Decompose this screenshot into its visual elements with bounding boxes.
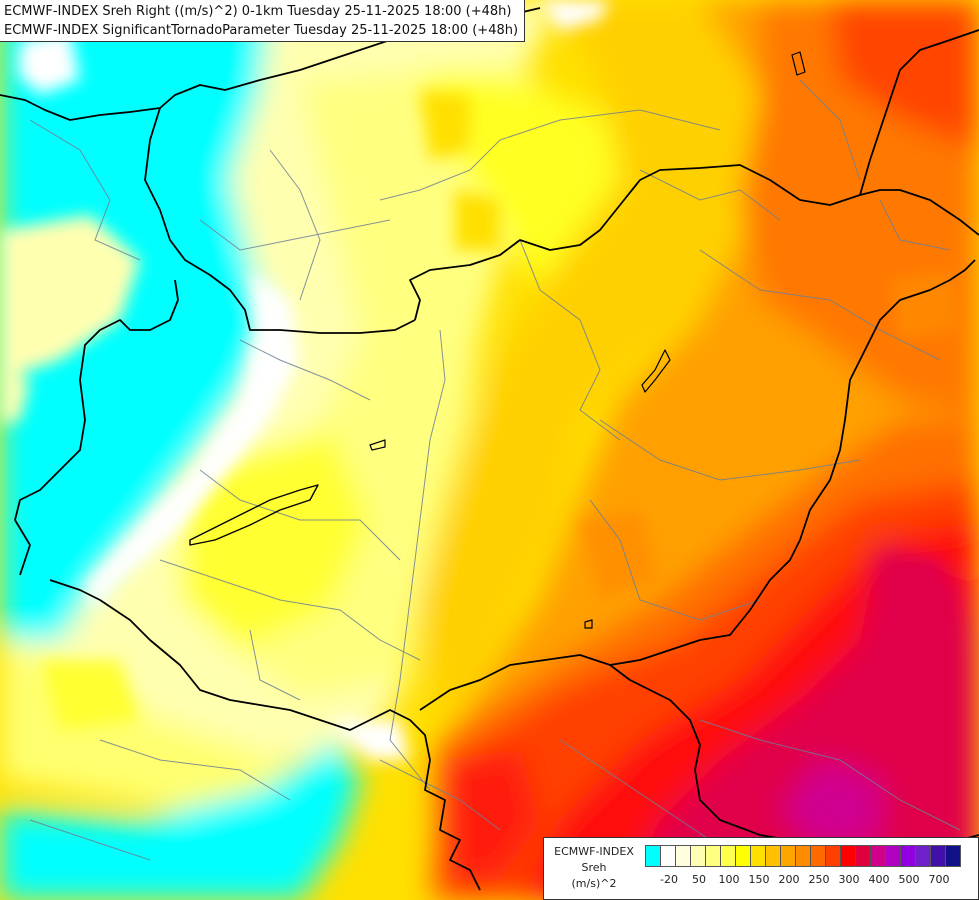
lake-outline-2 (369, 439, 386, 451)
lake-outline-5 (584, 619, 593, 629)
legend-swatch (870, 845, 886, 867)
legend-swatch (660, 845, 676, 867)
field-orange-spot-2 (890, 270, 960, 340)
legend-swatch (840, 845, 856, 867)
border-west-1 (144, 107, 416, 334)
field-white-nw (18, 30, 80, 95)
field-paleyellow-left (0, 215, 140, 380)
field-white-top (540, 0, 610, 30)
field-pale-left-lower (0, 370, 30, 425)
border-east (409, 164, 979, 321)
legend-tick-label: 100 (718, 873, 740, 886)
color-legend: ECMWF-INDEX Sreh (m/s)^2 -20 50 100 150 200 2… (543, 837, 979, 900)
field-crimson-spot (880, 560, 950, 630)
border-south-2 (609, 259, 976, 666)
field-magenta (780, 760, 880, 850)
legend-swatch (675, 845, 691, 867)
legend-swatch (945, 845, 961, 867)
field-cyan-nw (0, 0, 270, 640)
legend-swatch (825, 845, 841, 867)
field-yellow-west (180, 430, 370, 650)
legend-swatches (645, 845, 961, 867)
legend-tick-label: 300 (838, 873, 860, 886)
legend-swatch (705, 845, 721, 867)
field-yellow-hot-2 (455, 190, 500, 250)
legend-tick-label: 500 (898, 873, 920, 886)
legend-swatch (930, 845, 946, 867)
legend-tick-label: 400 (868, 873, 890, 886)
legend-swatch (765, 845, 781, 867)
legend-tick-label: 150 (748, 873, 770, 886)
legend-tick-label: 250 (808, 873, 830, 886)
legend-swatch (885, 845, 901, 867)
legend-swatch (900, 845, 916, 867)
border-sw (49, 579, 481, 891)
field-red-sw (440, 750, 540, 880)
legend-swatch (645, 845, 661, 867)
legend-tick-label: 50 (692, 873, 706, 886)
field-cyan-sw (0, 740, 360, 900)
legend-ticks: -20 50 100 150 200 250 300 400 500 700 (645, 872, 975, 888)
legend-unit: (m/s)^2 (571, 877, 617, 890)
legend-tick-label: 200 (778, 873, 800, 886)
lake-outline-4 (791, 51, 806, 76)
legend-swatch (795, 845, 811, 867)
legend-swatch (855, 845, 871, 867)
legend-swatch (735, 845, 751, 867)
field-red-orange (830, 0, 979, 150)
lake-outline-3 (641, 349, 671, 393)
legend-swatch (810, 845, 826, 867)
legend-swatch (780, 845, 796, 867)
field-white-west (85, 270, 300, 610)
border-ne (859, 29, 979, 196)
field-yellow-hot-1 (420, 90, 470, 160)
map-title-line-2: ECMWF-INDEX SignificantTornadoParameter … (4, 23, 519, 38)
field-gold (420, 0, 760, 720)
field-yellow-patch-sw (40, 660, 140, 730)
legend-tick-label: -20 (660, 873, 678, 886)
map-title-line-1: ECMWF-INDEX Sreh Right ((m/s)^2) 0-1km T… (4, 4, 512, 19)
regional-borders (29, 79, 961, 861)
field-orange-spot-1 (580, 510, 660, 600)
legend-parameter: Sreh (581, 861, 607, 874)
sreh-field-details (0, 0, 960, 760)
legend-tick-label: 700 (928, 873, 950, 886)
legend-swatch (915, 845, 931, 867)
legend-model: ECMWF-INDEX (554, 845, 634, 858)
border-west-2 (14, 279, 179, 576)
legend-swatch (750, 845, 766, 867)
legend-swatch (720, 845, 736, 867)
lake-outline-1 (189, 484, 319, 546)
map-title-box: ECMWF-INDEX Sreh Right ((m/s)^2) 0-1km T… (0, 0, 526, 42)
legend-swatch (690, 845, 706, 867)
